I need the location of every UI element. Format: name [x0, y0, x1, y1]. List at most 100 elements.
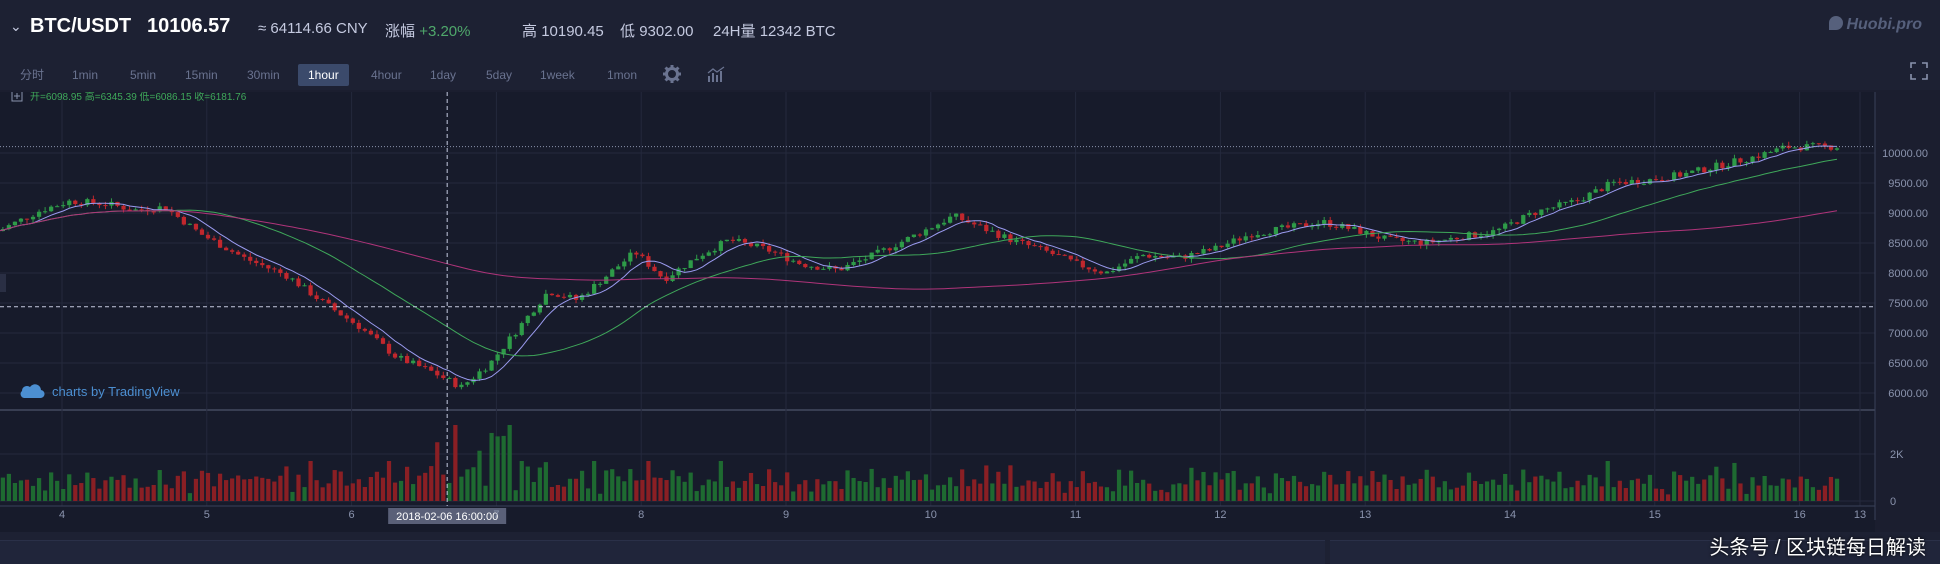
volume-bar	[1159, 489, 1164, 501]
candle-body	[296, 278, 301, 287]
candle-body	[411, 360, 416, 364]
volume-bar	[1750, 477, 1755, 501]
volume-bar	[610, 469, 615, 501]
candle-body	[960, 213, 965, 221]
candle-body	[1635, 179, 1641, 185]
y-tick-label: 9500.00	[1888, 178, 1928, 190]
candle-body	[181, 216, 186, 225]
candle-body	[1774, 148, 1779, 152]
candle-body	[1756, 156, 1761, 158]
fullscreen-icon[interactable]	[1910, 62, 1928, 80]
volume-bar	[1285, 481, 1291, 501]
volume-bar	[1237, 489, 1242, 501]
volume-bar	[368, 476, 374, 501]
pair-title[interactable]: BTC/USDT	[30, 15, 132, 37]
volume-bar	[646, 461, 651, 501]
volume-bar	[151, 484, 156, 501]
candle-body	[501, 348, 506, 355]
candle-body	[1153, 256, 1158, 258]
volume-bar	[181, 471, 186, 501]
volume-bar	[1249, 483, 1254, 501]
volume-bar	[1050, 473, 1055, 501]
volume-bar	[1726, 488, 1731, 501]
tf-button[interactable]: 4hour	[371, 68, 402, 82]
candle-body	[628, 252, 633, 262]
tradingview-attribution: charts by TradingView	[52, 384, 180, 399]
tf-button[interactable]: 1mon	[607, 68, 638, 82]
volume-bar	[435, 442, 440, 501]
volume-bar	[736, 487, 742, 501]
gear-icon[interactable]	[662, 64, 682, 84]
tf-button[interactable]: 1day	[430, 68, 457, 82]
volume-bar	[694, 491, 699, 501]
y-tick-label: 10000.00	[1882, 148, 1928, 160]
candle-body	[1255, 235, 1260, 238]
volume-bar	[1647, 474, 1653, 501]
volume-bar	[984, 465, 989, 501]
volume-bar	[1243, 483, 1248, 501]
volume-bar	[1515, 490, 1520, 501]
candle-body	[1828, 145, 1834, 150]
candle-body	[760, 243, 766, 247]
volume-bar	[785, 472, 790, 501]
candle-body	[392, 353, 398, 358]
volume-bar	[236, 475, 241, 501]
volume-bar	[1484, 481, 1490, 501]
volume-bar	[1092, 481, 1098, 501]
volume-bar	[779, 485, 784, 501]
candle-body	[1068, 255, 1073, 260]
volume-bar	[1388, 479, 1393, 501]
candle-body	[1671, 172, 1677, 181]
volume-bar	[1225, 473, 1230, 501]
candle-body	[929, 228, 935, 230]
volume-bar	[773, 482, 778, 501]
candlestick-chart[interactable]: 10106.577436.522018-02-06 16:00:00开=6098…	[0, 90, 1940, 532]
candle-body	[1116, 266, 1122, 272]
chevron-down-icon[interactable]: ⌄	[10, 18, 22, 34]
candle-body	[1497, 228, 1502, 231]
tf-button[interactable]: 15min	[185, 68, 218, 82]
candle-body	[326, 299, 331, 304]
candle-body	[718, 241, 723, 251]
tf-button[interactable]: 5day	[486, 68, 513, 82]
y-tick-label: 6000.00	[1888, 388, 1928, 400]
volume-bar	[1539, 475, 1544, 501]
volume-bar	[103, 480, 108, 501]
volume-bar	[887, 487, 892, 501]
volume-bar	[350, 483, 355, 501]
candle-body	[1804, 144, 1809, 151]
volume-bar	[1798, 476, 1803, 501]
volume-bar	[634, 480, 639, 501]
chart-area[interactable]: 10106.577436.522018-02-06 16:00:00开=6098…	[0, 90, 1940, 532]
candle-body	[1008, 234, 1013, 243]
volume-bar	[453, 425, 458, 501]
tf-button-active[interactable]: 1hour	[298, 64, 349, 86]
candle-body	[67, 200, 72, 206]
candle-body	[1545, 208, 1550, 210]
candle-body	[1466, 232, 1472, 241]
candle-body	[1569, 200, 1574, 202]
tf-button[interactable]: 5min	[130, 68, 157, 82]
volume-bar	[863, 482, 868, 501]
volume-bar	[121, 475, 126, 501]
candle-body	[1249, 236, 1254, 238]
tf-button[interactable]: 1min	[72, 68, 99, 82]
candle-body	[1472, 232, 1478, 238]
volume-bar	[314, 480, 319, 501]
tf-button[interactable]: 分时	[20, 68, 45, 82]
candle-body	[85, 199, 90, 206]
volume-bar	[1322, 471, 1327, 501]
bar-chart-icon[interactable]	[706, 64, 726, 84]
tf-button[interactable]: 30min	[247, 68, 280, 82]
last-price: 10106.57	[147, 15, 231, 37]
candle-body	[1816, 143, 1822, 145]
candle-body	[1334, 226, 1339, 228]
candle-body	[242, 254, 247, 257]
tf-button[interactable]: 1week	[540, 68, 575, 82]
volume-bar	[338, 471, 343, 501]
volume-bar	[1521, 469, 1526, 501]
candle-body	[103, 205, 108, 207]
low-stat: 低 9302.00	[620, 20, 693, 41]
volume-bar	[447, 482, 452, 501]
volume-bar	[1587, 474, 1592, 501]
